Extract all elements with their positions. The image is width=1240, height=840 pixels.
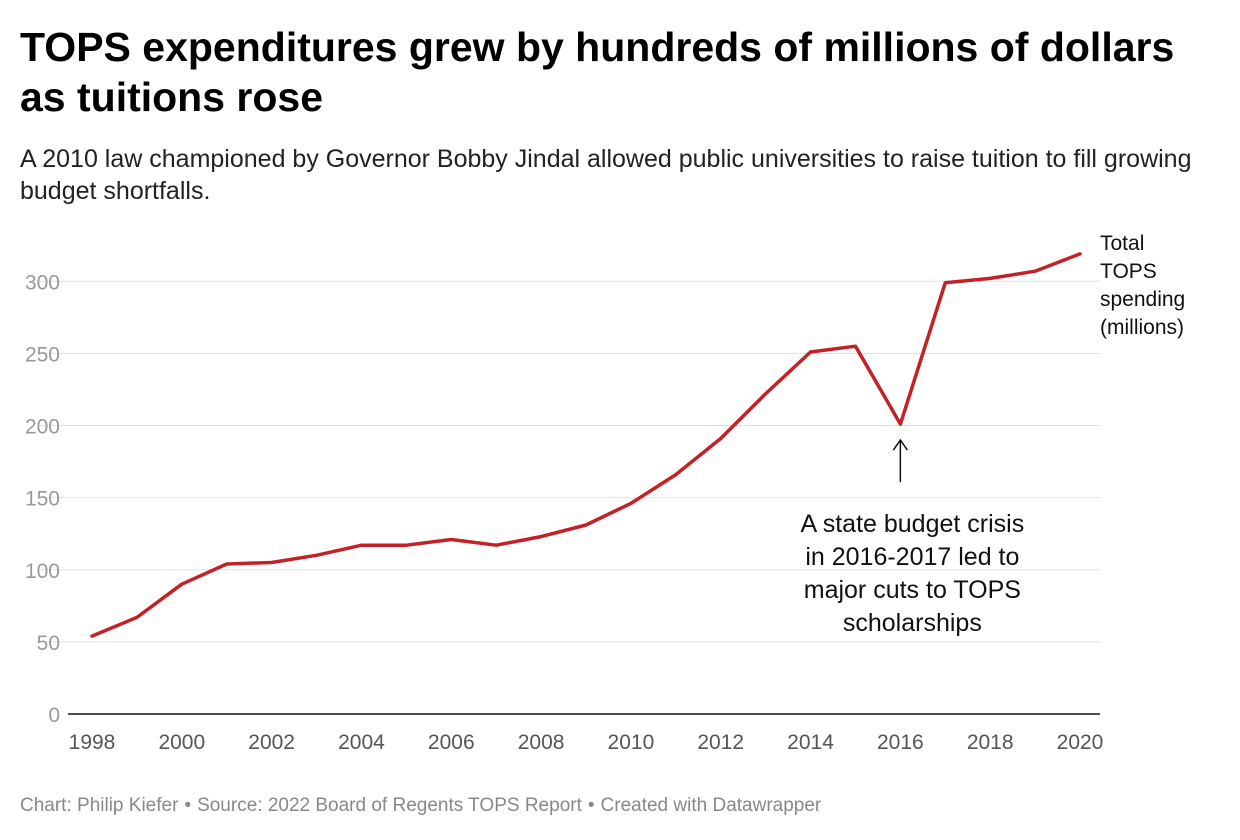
y-tick-label: 200 xyxy=(25,416,60,439)
chart-subtitle: A 2010 law championed by Governor Bobby … xyxy=(20,145,1192,205)
series-label: Total TOPS spending (millions) xyxy=(1100,232,1185,339)
x-tick-label: 2006 xyxy=(428,731,475,754)
y-tick-label: 300 xyxy=(25,271,60,294)
annotation-line: A state budget crisis xyxy=(800,510,1024,538)
source-note: Source: 2022 Board of Regents TOPS Repor… xyxy=(197,795,582,816)
chart-footer: Chart: Philip Kiefer • Source: 2022 Board … xyxy=(20,795,821,817)
y-tick-label: 0 xyxy=(48,704,60,727)
annotation-text: A state budget crisis in 2016-2017 led to… xyxy=(800,510,1024,637)
y-tick-label: 250 xyxy=(25,343,60,366)
x-tick-label: 2012 xyxy=(697,731,744,754)
y-tick-label: 50 xyxy=(37,632,60,655)
x-tick-label: 2014 xyxy=(787,731,834,754)
annotation-arrowhead-icon xyxy=(892,438,908,451)
x-tick-label: 1998 xyxy=(69,731,116,754)
y-tick-label: 100 xyxy=(25,560,60,583)
series-label-line: Total xyxy=(1100,232,1144,255)
x-tick-label: 2020 xyxy=(1057,731,1104,754)
footer-separator: • xyxy=(587,795,595,816)
annotation-line: in 2016-2017 led to xyxy=(805,543,1019,571)
series-label-line: TOPS xyxy=(1100,260,1157,283)
annotation-line: scholarships xyxy=(843,609,982,637)
series-label-line: (millions) xyxy=(1100,316,1184,339)
x-tick-label: 2004 xyxy=(338,731,385,754)
chart-title: TOPS expenditures grew by hundreds of mi… xyxy=(20,24,1175,120)
series-label-line: spending xyxy=(1100,288,1185,311)
footer-separator: • xyxy=(184,795,192,816)
y-tick-label: 150 xyxy=(25,488,60,511)
series-line xyxy=(90,252,1082,638)
x-tick-label: 2010 xyxy=(608,731,655,754)
created-with-note: Created with Datawrapper xyxy=(600,795,822,816)
x-tick-label: 2008 xyxy=(518,731,565,754)
annotation-line: major cuts to TOPS xyxy=(804,576,1021,604)
x-tick-label: 2000 xyxy=(158,731,205,754)
x-tick-label: 2002 xyxy=(248,731,295,754)
chart-credit: Chart: Philip Kiefer xyxy=(20,795,179,816)
x-tick-label: 2018 xyxy=(967,731,1014,754)
x-tick-label: 2016 xyxy=(877,731,924,754)
